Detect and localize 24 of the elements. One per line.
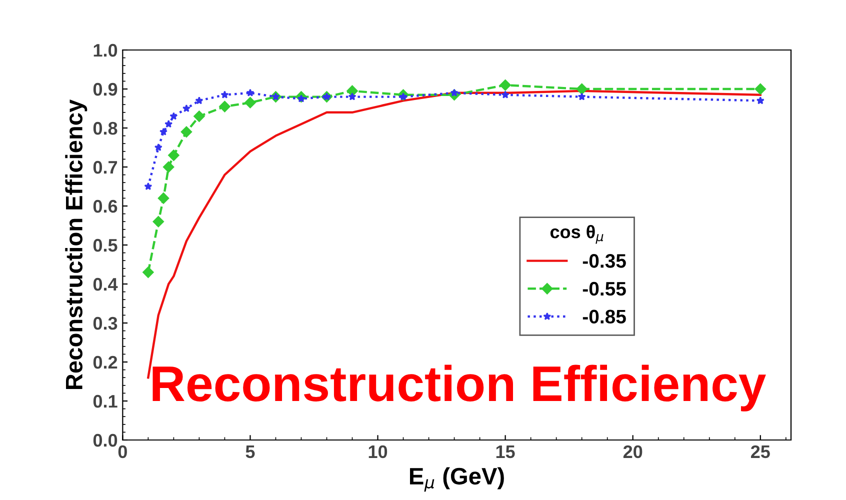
y-axis-title: Reconstruction Efficiency <box>65 99 88 390</box>
y-tick-label: 0.1 <box>93 394 118 408</box>
x-tick-label: 5 <box>246 446 255 458</box>
y-tick-label: 0.2 <box>93 356 118 369</box>
y-tick-label: 0.9 <box>93 82 118 96</box>
y-tick-label: 0.7 <box>93 160 118 174</box>
x-tick-label: 0 <box>118 445 127 458</box>
annotation: Reconstruction Efficiency <box>152 364 766 412</box>
y-tick-label: 0.0 <box>93 434 118 447</box>
legend-label: -0.55 <box>582 282 626 296</box>
y-tick-label: 0.8 <box>93 122 118 135</box>
y-tick-label: 0.5 <box>93 238 118 252</box>
y-tick-label: 1.0 <box>94 44 118 57</box>
x-axis-title: E$_{μ}$ (GeV) <box>410 467 504 492</box>
legend-label: -0.85 <box>582 310 626 324</box>
x-tick-label: 20 <box>623 445 642 458</box>
y-tick-label: 0.4 <box>93 278 118 291</box>
legend-title: cos θ$_{μ}$ <box>550 225 604 244</box>
y-tick-label: 0.6 <box>93 200 118 213</box>
x-tick-label: 25 <box>750 445 770 458</box>
x-tick-label: 10 <box>368 445 388 458</box>
legend-label: -0.35 <box>582 254 626 268</box>
x-tick-label: 15 <box>496 446 515 458</box>
y-tick-label: 0.3 <box>93 316 118 330</box>
